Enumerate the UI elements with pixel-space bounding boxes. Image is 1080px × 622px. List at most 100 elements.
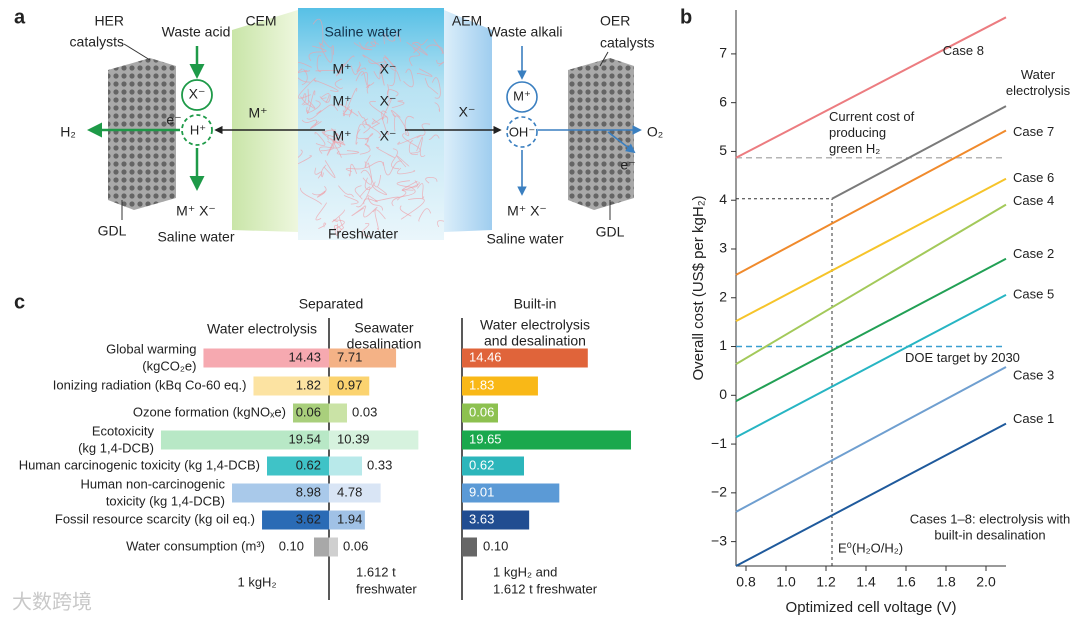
ion-label: M⁺ <box>332 61 351 77</box>
strand <box>397 134 422 145</box>
group-title: Separated <box>299 296 364 312</box>
category-label: (kg 1,4-DCB) <box>78 440 154 455</box>
strand <box>327 135 346 146</box>
category-label: Ionizing radiation (kBq Co-60 eq.) <box>53 377 247 392</box>
value-label: 0.97 <box>337 377 362 392</box>
solution-strands <box>284 18 453 238</box>
strand <box>351 205 366 217</box>
strand <box>431 77 441 99</box>
strand <box>417 183 425 199</box>
value-label: 19.65 <box>469 431 502 446</box>
x-tick-label: 1.8 <box>936 574 956 590</box>
diagram-label: Waste alkali <box>488 24 563 40</box>
series-title: desalination <box>347 336 422 352</box>
ion-label: X⁻ <box>380 93 397 109</box>
y-tick-label: 3 <box>719 240 727 256</box>
value-label: 0.06 <box>343 538 368 553</box>
strand <box>362 54 386 69</box>
strand <box>425 176 438 184</box>
ion-label: OH⁻ <box>509 124 535 139</box>
bar <box>267 456 329 476</box>
y-tick-label: 5 <box>719 142 727 158</box>
diagram-label: AEM <box>452 13 482 29</box>
ion-circle <box>181 114 213 146</box>
bar <box>329 537 338 557</box>
value-label: 0.03 <box>352 404 377 419</box>
strand <box>320 164 327 178</box>
legend-label: Case 6 <box>1013 170 1054 185</box>
diagram-label: HER <box>94 13 124 29</box>
strand <box>368 59 387 68</box>
panel-label: b <box>680 6 692 28</box>
annotation: E⁰(H₂O/H₂) <box>838 540 903 555</box>
strand <box>323 160 336 178</box>
strand <box>370 41 379 48</box>
bar <box>293 403 329 423</box>
value-label: 0.06 <box>469 404 494 419</box>
legend-label: Case 7 <box>1013 124 1054 139</box>
series-line <box>735 129 1007 276</box>
strand <box>343 194 359 205</box>
value-label: 8.98 <box>296 484 321 499</box>
bar <box>462 403 498 423</box>
ion-label: M⁺ <box>513 88 531 103</box>
bar <box>329 430 419 450</box>
strand <box>356 64 367 72</box>
bar <box>462 430 631 450</box>
strand <box>367 195 383 211</box>
strand <box>371 116 389 125</box>
y-tick-label: 6 <box>719 93 727 109</box>
annotation: built-in desalination <box>934 527 1045 542</box>
annotation: DOE target by 2030 <box>905 350 1020 365</box>
strand <box>321 131 336 144</box>
legend-label: Case 2 <box>1013 246 1054 261</box>
strand <box>425 44 444 55</box>
aem-membrane <box>444 10 492 232</box>
strand <box>361 223 371 238</box>
strand <box>412 38 428 46</box>
ion-label: M⁺ <box>332 128 351 144</box>
y-tick-label: 7 <box>719 45 727 61</box>
category-label: (kgCO₂e) <box>142 358 196 373</box>
strand <box>428 134 440 140</box>
ion-label: M⁺ <box>332 93 351 109</box>
strand <box>384 55 397 71</box>
cem-membrane <box>232 10 298 232</box>
strand <box>301 119 318 127</box>
strand <box>306 100 321 113</box>
strand <box>315 69 341 75</box>
ion-label: X⁻ <box>380 128 397 144</box>
strand <box>404 115 415 134</box>
strand <box>376 146 396 159</box>
diagram-label: catalysts <box>70 34 124 50</box>
bar <box>262 510 329 530</box>
value-label: 4.78 <box>337 484 362 499</box>
strand <box>338 103 359 117</box>
diagram-label: GDL <box>596 224 625 240</box>
series-line <box>831 105 1007 200</box>
value-label: 0.33 <box>367 457 392 472</box>
category-label: Human non-carcinogenic <box>80 476 225 491</box>
strand <box>306 110 322 120</box>
y-tick-label: −1 <box>711 435 727 451</box>
x-tick-label: 1.6 <box>896 574 916 590</box>
value-label: 0.10 <box>279 538 304 553</box>
strand <box>297 77 316 99</box>
diagram-label: CEM <box>245 13 276 29</box>
y-tick-label: −2 <box>711 484 727 500</box>
strand <box>361 71 375 86</box>
bar <box>329 348 397 368</box>
strand <box>326 133 338 156</box>
category-label: Human carcinogenic toxicity (kg 1,4-DCB) <box>19 457 260 472</box>
strand <box>359 42 373 51</box>
strand <box>374 196 400 202</box>
strand <box>320 93 330 104</box>
strand <box>323 129 337 136</box>
legend-label: Case 8 <box>943 43 984 58</box>
strand <box>364 133 374 142</box>
strand <box>390 109 401 118</box>
strand <box>371 183 388 196</box>
value-label: 1.83 <box>469 377 494 392</box>
strand <box>301 93 307 106</box>
